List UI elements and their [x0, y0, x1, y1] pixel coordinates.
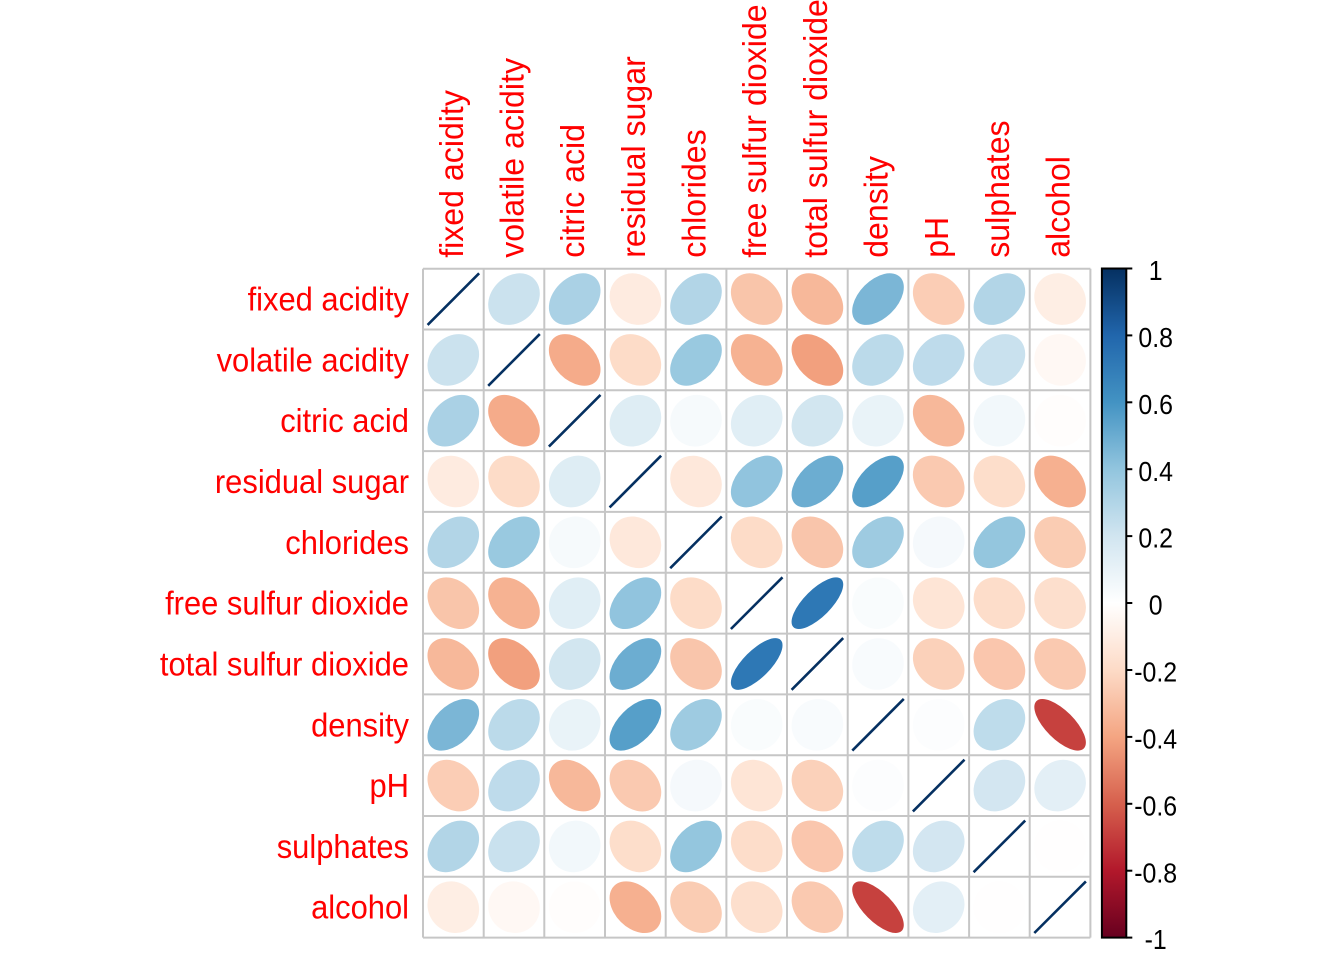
svg-text:-0.4: -0.4	[1134, 724, 1177, 755]
svg-text:citric acid: citric acid	[280, 403, 409, 440]
svg-text:total sulfur dioxide: total sulfur dioxide	[798, 0, 835, 258]
svg-text:total sulfur dioxide: total sulfur dioxide	[160, 647, 409, 684]
svg-text:0.4: 0.4	[1138, 456, 1173, 487]
svg-text:fixed acidity: fixed acidity	[248, 282, 410, 319]
svg-text:chlorides: chlorides	[285, 525, 409, 562]
svg-text:-0.2: -0.2	[1134, 657, 1177, 688]
svg-text:alcohol: alcohol	[1041, 156, 1078, 258]
svg-text:residual sugar: residual sugar	[215, 464, 409, 501]
svg-text:density: density	[311, 707, 409, 744]
svg-text:-0.6: -0.6	[1134, 790, 1177, 821]
svg-text:citric acid: citric acid	[555, 124, 592, 258]
svg-text:-1: -1	[1145, 924, 1167, 955]
svg-text:volatile acidity: volatile acidity	[217, 342, 410, 379]
svg-text:0.6: 0.6	[1138, 389, 1173, 420]
svg-text:1: 1	[1149, 255, 1163, 286]
svg-text:0: 0	[1149, 590, 1163, 621]
svg-text:fixed acidity: fixed acidity	[434, 90, 471, 258]
svg-text:pH: pH	[370, 768, 410, 805]
svg-text:0.8: 0.8	[1138, 322, 1173, 353]
svg-text:pH: pH	[919, 217, 956, 258]
svg-text:0.2: 0.2	[1138, 523, 1173, 554]
svg-text:sulphates: sulphates	[980, 120, 1017, 257]
svg-text:volatile acidity: volatile acidity	[495, 58, 532, 258]
svg-text:free sulfur dioxide: free sulfur dioxide	[737, 4, 774, 257]
svg-text:-0.8: -0.8	[1134, 857, 1177, 888]
svg-text:sulphates: sulphates	[277, 829, 409, 866]
svg-text:density: density	[859, 156, 896, 258]
svg-text:chlorides: chlorides	[677, 129, 714, 258]
svg-text:residual sugar: residual sugar	[616, 56, 653, 258]
svg-text:free sulfur dioxide: free sulfur dioxide	[165, 586, 409, 623]
svg-text:alcohol: alcohol	[311, 890, 409, 927]
